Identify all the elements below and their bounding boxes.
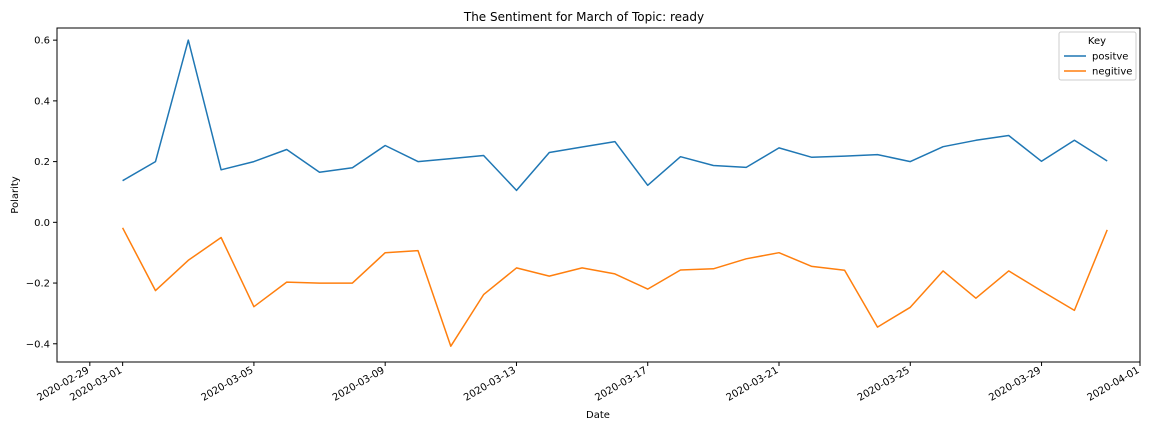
x-tick-label: 2020-03-05 bbox=[200, 365, 256, 404]
y-axis-label: Polarity bbox=[10, 176, 21, 214]
legend-label-positve: positve bbox=[1092, 52, 1128, 63]
x-axis-label: Date bbox=[586, 410, 610, 421]
x-tick-label: 2020-03-09 bbox=[331, 365, 387, 404]
x-tick-label: 2020-04-01 bbox=[1086, 365, 1142, 404]
x-tick-label: 2020-03-17 bbox=[593, 365, 649, 404]
y-tick-label: 0.4 bbox=[34, 96, 50, 107]
x-tick-label: 2020-03-13 bbox=[462, 365, 518, 404]
y-tick-label: 0.0 bbox=[34, 218, 50, 229]
legend: Key positve negitive bbox=[1058, 31, 1137, 81]
series-line-positve bbox=[122, 39, 1108, 192]
chart-title: The Sentiment for March of Topic: ready bbox=[463, 10, 704, 24]
y-tick-label: −0.2 bbox=[26, 279, 50, 290]
x-tick-label: 2020-03-29 bbox=[987, 365, 1043, 404]
series-lines bbox=[121, 39, 1108, 347]
y-tick-label: −0.4 bbox=[26, 339, 50, 350]
legend-frame bbox=[1058, 31, 1137, 81]
x-tick-label: 2020-03-25 bbox=[856, 365, 912, 404]
legend-label-negitive: negitive bbox=[1092, 67, 1132, 78]
y-tick-label: 0.2 bbox=[34, 157, 50, 168]
legend-title: Key bbox=[1088, 36, 1106, 47]
plot-area bbox=[56, 27, 1141, 363]
series-line-negitive bbox=[121, 227, 1108, 347]
y-axis: −0.4 −0.2 0.0 0.2 0.4 0.6 bbox=[26, 36, 57, 350]
x-tick-label: 2020-03-21 bbox=[725, 365, 781, 404]
y-tick-label: 0.6 bbox=[34, 36, 50, 47]
